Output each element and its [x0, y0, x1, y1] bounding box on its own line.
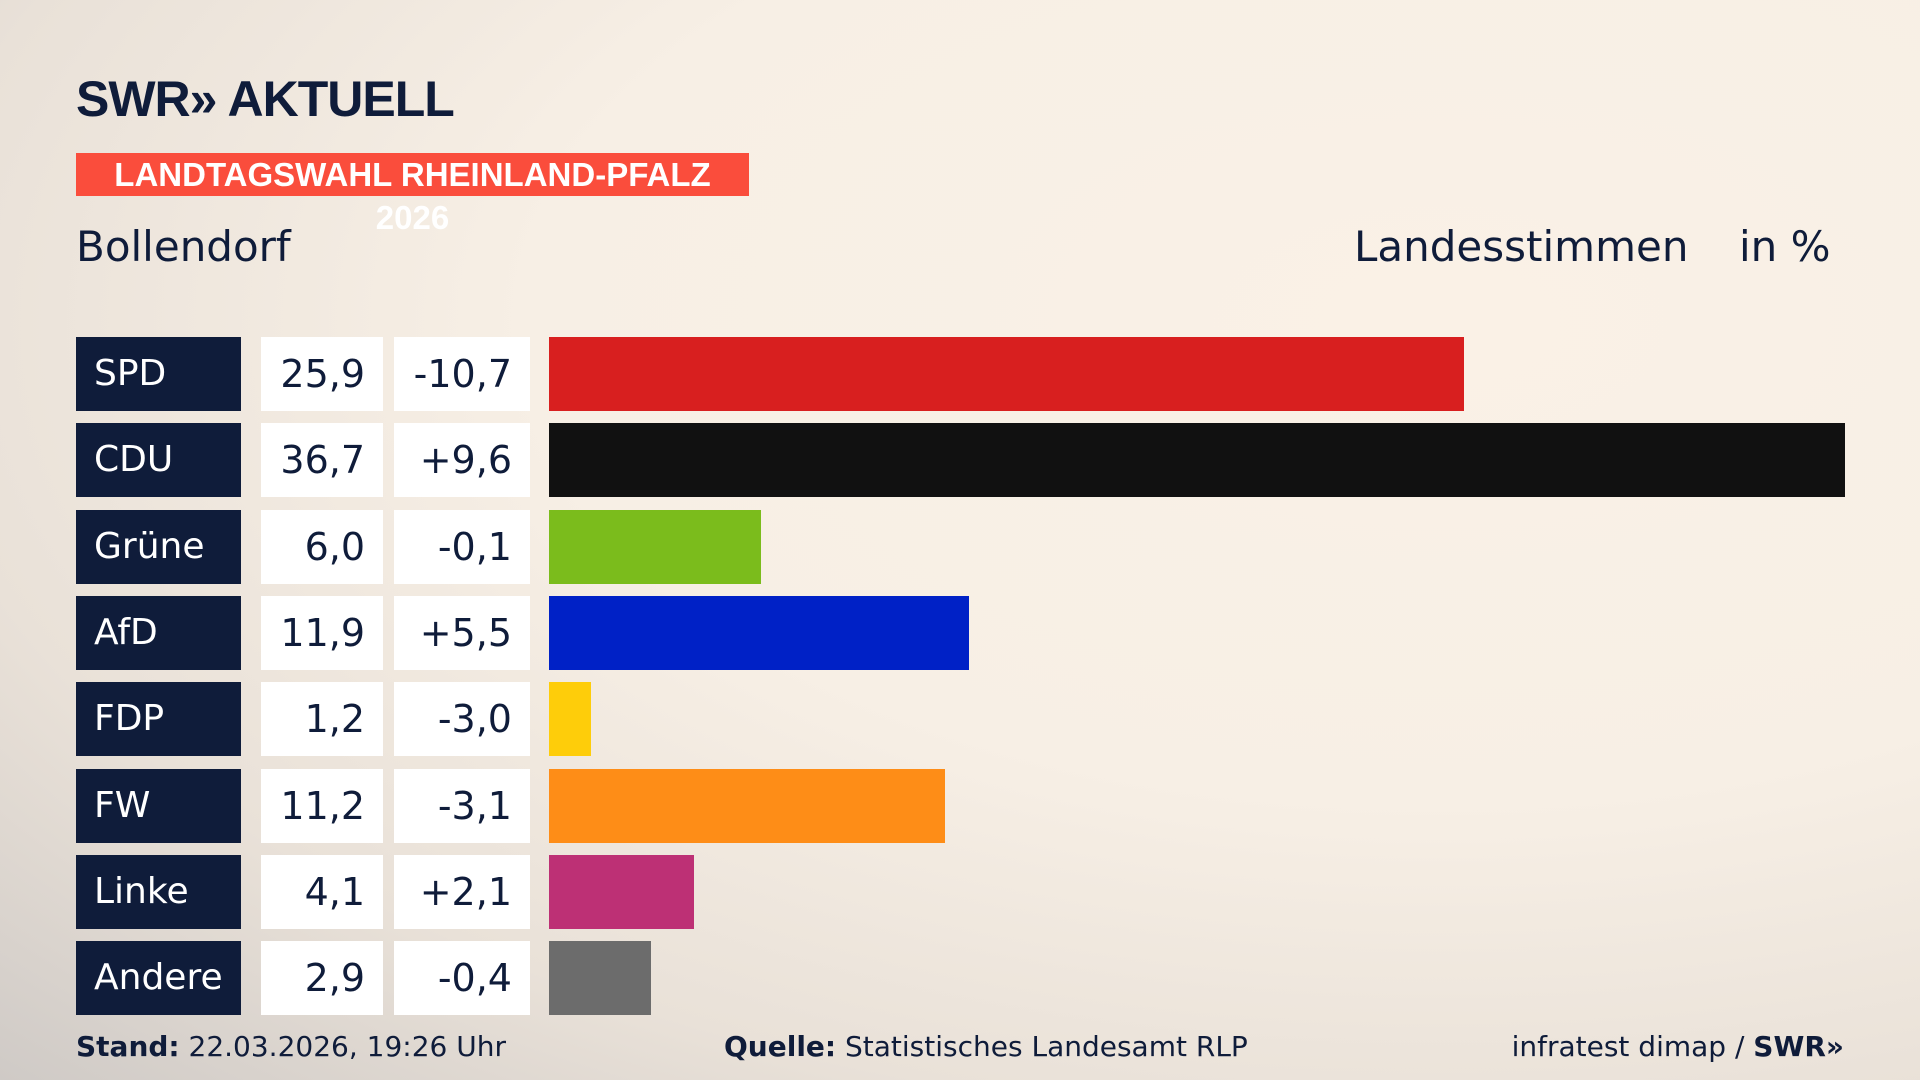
swr-aktuell-logo: SWR» AKTUELL — [76, 71, 455, 127]
stand: Stand: 22.03.2026, 19:26 Uhr — [76, 1030, 506, 1063]
change-label: -3,1 — [394, 768, 530, 843]
source-value: Statistisches Landesamt RLP — [836, 1030, 1248, 1063]
bar-fw — [549, 768, 945, 843]
swr-logo-small: SWR» — [1753, 1030, 1844, 1063]
credit: infratest dimap / SWR» — [1512, 1030, 1844, 1063]
place-title: Bollendorf — [76, 222, 291, 271]
party-label: FDP — [76, 682, 241, 757]
election-banner: LANDTAGSWAHL RHEINLAND-PFALZ 2026 — [76, 153, 749, 236]
party-label: AfD — [76, 595, 241, 670]
bar-spd — [549, 337, 1464, 411]
result-row: CDU 36,7 +9,6 — [0, 423, 1920, 498]
unit-label: in % — [1739, 222, 1831, 271]
party-label: SPD — [76, 337, 241, 411]
change-label: -10,7 — [394, 337, 530, 411]
party-label: Andere — [76, 941, 241, 1016]
value-label: 1,2 — [261, 682, 383, 757]
result-row: SPD 25,9 -10,7 — [0, 337, 1920, 411]
party-label: Linke — [76, 854, 241, 929]
value-label: 11,2 — [261, 768, 383, 843]
value-label: 11,9 — [261, 595, 383, 670]
value-label: 36,7 — [261, 423, 383, 498]
change-label: +2,1 — [394, 854, 530, 929]
credit-text: infratest dimap / — [1511, 1030, 1754, 1063]
bar-grüne — [549, 509, 761, 584]
bar-fdp — [549, 682, 592, 757]
bar-andere — [549, 941, 652, 1016]
result-row: AfD 11,9 +5,5 — [0, 595, 1920, 670]
value-label: 4,1 — [261, 854, 383, 929]
change-label: +9,6 — [394, 423, 530, 498]
stand-label: Stand: — [76, 1030, 180, 1063]
measure-label: Landesstimmen — [1354, 222, 1689, 271]
value-label: 2,9 — [261, 941, 383, 1016]
bar-afd — [549, 595, 970, 670]
bar-linke — [549, 854, 694, 929]
result-row: FDP 1,2 -3,0 — [0, 682, 1920, 757]
bar-cdu — [549, 423, 1845, 498]
result-row: FW 11,2 -3,1 — [0, 768, 1920, 843]
result-row: Andere 2,9 -0,4 — [0, 941, 1920, 1016]
party-label: CDU — [76, 423, 241, 498]
change-label: +5,5 — [394, 595, 530, 670]
change-label: -3,0 — [394, 682, 530, 757]
stand-value: 22.03.2026, 19:26 Uhr — [179, 1030, 506, 1063]
change-label: -0,1 — [394, 509, 530, 584]
change-label: -0,4 — [394, 941, 530, 1016]
value-label: 6,0 — [261, 509, 383, 584]
result-row: Linke 4,1 +2,1 — [0, 854, 1920, 929]
party-label: FW — [76, 768, 241, 843]
party-label: Grüne — [76, 509, 241, 584]
result-row: Grüne 6,0 -0,1 — [0, 509, 1920, 584]
source: Quelle: Statistisches Landesamt RLP — [724, 1030, 1248, 1063]
value-label: 25,9 — [261, 337, 383, 411]
source-label: Quelle: — [724, 1030, 837, 1063]
